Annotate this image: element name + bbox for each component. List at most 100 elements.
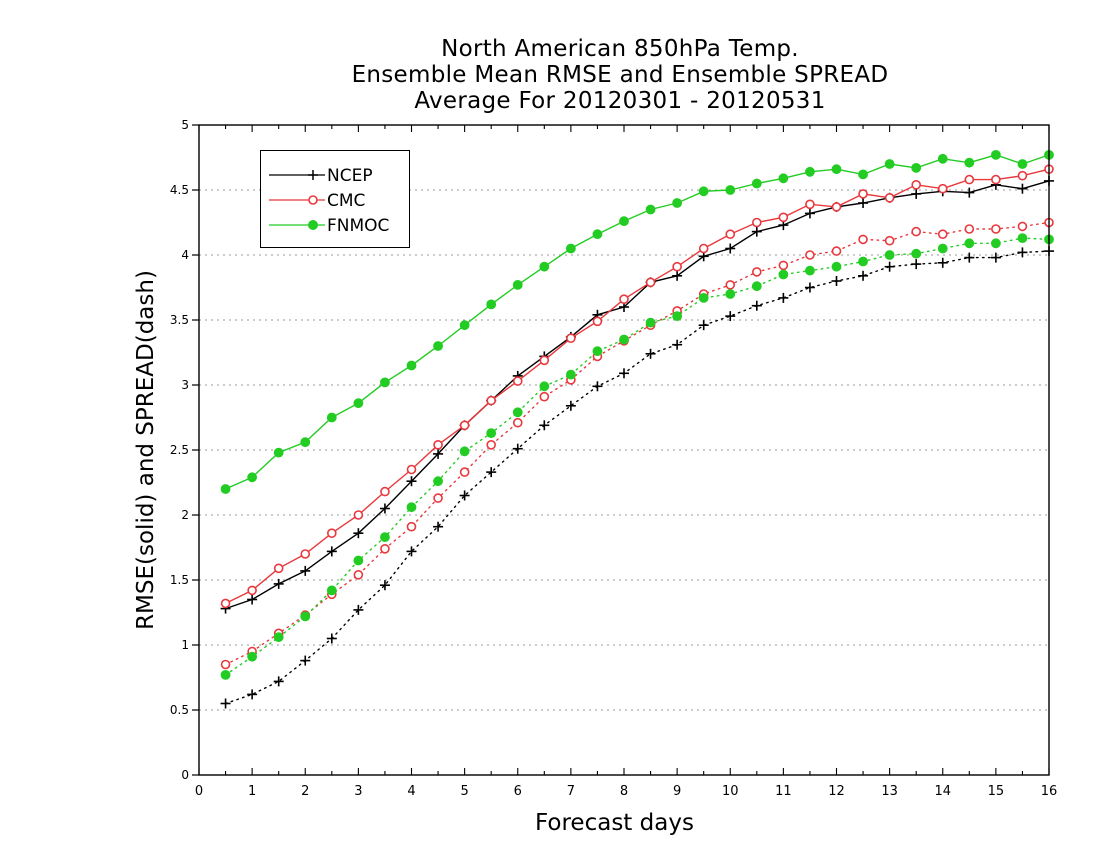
data-point bbox=[247, 689, 258, 700]
data-point bbox=[858, 189, 868, 199]
data-point bbox=[300, 565, 311, 576]
chart-title-line-1: North American 850hPa Temp. bbox=[441, 36, 799, 62]
grid-lines bbox=[199, 189, 1049, 711]
data-point bbox=[778, 173, 789, 184]
data-point bbox=[619, 334, 629, 345]
x-tick-label: 0 bbox=[195, 784, 203, 799]
data-point bbox=[698, 292, 709, 303]
data-point bbox=[565, 369, 576, 380]
data-point bbox=[327, 528, 337, 539]
data-point bbox=[778, 212, 789, 223]
data-point bbox=[380, 486, 390, 497]
data-point bbox=[858, 169, 868, 180]
data-point bbox=[459, 420, 470, 431]
x-tick-label: 10 bbox=[722, 784, 739, 799]
y-tick-label: 4 bbox=[181, 248, 189, 262]
legend-label-cmc: CMC bbox=[327, 191, 366, 211]
data-point bbox=[1017, 247, 1028, 258]
series-layer bbox=[220, 149, 1054, 709]
x-tick-label: 3 bbox=[354, 784, 362, 799]
data-point bbox=[512, 443, 523, 454]
data-point bbox=[380, 532, 390, 542]
data-point bbox=[539, 381, 550, 392]
y-tick-label: 1.5 bbox=[170, 573, 189, 587]
data-point bbox=[911, 259, 922, 270]
data-point bbox=[247, 585, 257, 596]
data-point bbox=[831, 261, 842, 272]
data-point bbox=[937, 257, 948, 268]
data-point bbox=[619, 368, 629, 379]
data-point bbox=[565, 400, 576, 411]
data-point bbox=[964, 174, 975, 185]
data-point bbox=[645, 348, 656, 359]
y-tick-label: 0.5 bbox=[170, 703, 189, 717]
data-point bbox=[858, 198, 869, 208]
data-point bbox=[379, 580, 390, 591]
legend-item-fnmoc: FNMOC bbox=[261, 213, 411, 239]
legend-item-cmc: CMC bbox=[261, 188, 411, 214]
x-tick-label: 1 bbox=[248, 784, 256, 799]
data-point bbox=[751, 178, 762, 189]
data-point bbox=[300, 549, 311, 559]
x-axis-label: Forecast days bbox=[535, 810, 694, 836]
data-point bbox=[805, 265, 815, 276]
data-point bbox=[379, 503, 390, 514]
data-point bbox=[911, 226, 921, 237]
data-point bbox=[459, 467, 470, 477]
data-point bbox=[433, 448, 444, 459]
data-point bbox=[220, 698, 231, 709]
data-point bbox=[990, 252, 1001, 263]
data-point bbox=[752, 217, 762, 228]
data-point bbox=[539, 420, 550, 431]
x-tick-label: 9 bbox=[673, 784, 681, 799]
data-point bbox=[805, 166, 815, 177]
legend-label-fnmoc: FNMOC bbox=[327, 216, 390, 236]
data-point bbox=[1017, 159, 1028, 169]
y-tick-label: 3 bbox=[181, 378, 189, 392]
data-point bbox=[512, 417, 523, 428]
data-point bbox=[964, 238, 975, 249]
data-point bbox=[752, 267, 762, 277]
data-point bbox=[619, 294, 629, 305]
data-point bbox=[433, 439, 443, 450]
x-tick-label: 14 bbox=[934, 784, 951, 799]
data-point bbox=[778, 260, 789, 271]
data-point bbox=[858, 270, 869, 281]
data-point bbox=[353, 510, 364, 520]
data-point bbox=[406, 521, 417, 532]
data-point bbox=[273, 563, 284, 574]
data-point bbox=[353, 569, 364, 580]
data-point bbox=[778, 269, 789, 280]
data-point bbox=[406, 502, 417, 513]
data-point bbox=[433, 521, 444, 532]
data-point bbox=[698, 243, 709, 254]
data-point bbox=[247, 472, 258, 483]
data-point bbox=[539, 261, 550, 272]
data-point bbox=[539, 355, 550, 366]
data-point bbox=[751, 281, 762, 292]
data-point bbox=[326, 412, 337, 423]
data-point bbox=[247, 651, 258, 662]
data-point bbox=[565, 243, 576, 254]
data-point bbox=[1017, 170, 1028, 181]
data-point bbox=[273, 578, 284, 589]
data-point bbox=[486, 439, 496, 450]
data-point bbox=[698, 186, 709, 197]
data-point bbox=[326, 633, 337, 644]
data-point bbox=[884, 250, 895, 260]
data-point bbox=[433, 476, 443, 487]
series-cmc-solid bbox=[220, 164, 1054, 609]
x-tick-label: 13 bbox=[881, 784, 898, 799]
data-point bbox=[831, 202, 842, 212]
data-point bbox=[698, 320, 709, 331]
data-point bbox=[300, 437, 311, 448]
data-point bbox=[406, 464, 417, 475]
open-circle-marker-icon bbox=[269, 195, 325, 205]
series-ncep-dotted bbox=[220, 246, 1054, 709]
data-point bbox=[884, 193, 895, 203]
data-point bbox=[804, 282, 815, 293]
data-point bbox=[858, 234, 868, 245]
data-point bbox=[592, 316, 603, 327]
data-point bbox=[991, 174, 1001, 185]
data-point bbox=[911, 188, 922, 199]
